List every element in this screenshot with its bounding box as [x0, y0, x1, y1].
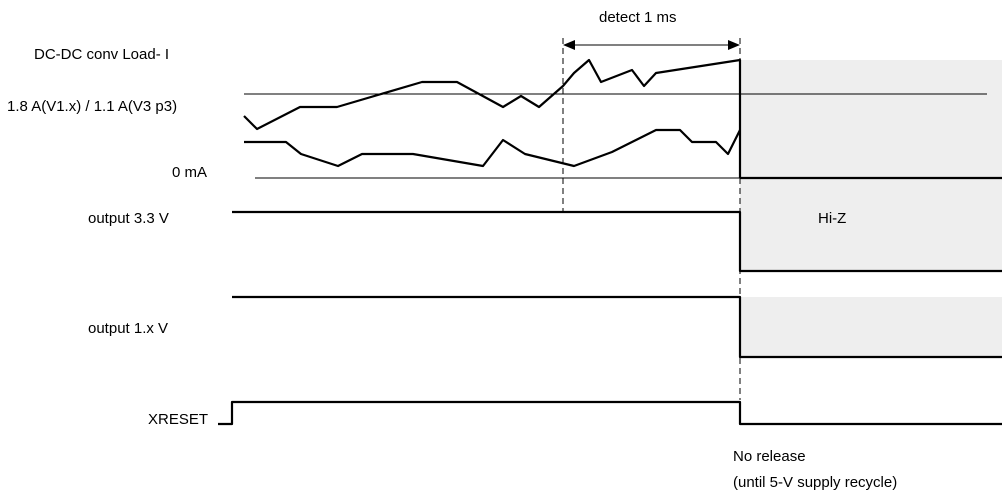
hiz-1x-shaded-region [740, 297, 1002, 357]
load-current-upper-waveform [243, 58, 742, 178]
output-33-label: output 3.3 V [88, 210, 169, 227]
load-current-shaded-region [740, 60, 1002, 178]
load-current-lower-waveform [244, 128, 741, 168]
output-1x-waveform [232, 295, 1002, 359]
xreset-label: XRESET [148, 411, 208, 428]
output-33-waveform [232, 210, 1002, 273]
zero-current-label: 0 mA [172, 164, 207, 181]
no-release-label: No release [733, 448, 806, 465]
threshold-label: 1.8 A(V1.x) / 1.1 A(V3 p3) [7, 98, 177, 115]
until-recycle-label: (until 5-V supply recycle) [733, 474, 897, 491]
hiz-33-shaded-region [740, 178, 1002, 271]
detect-label: detect 1 ms [599, 9, 677, 26]
xreset-waveform [218, 400, 1002, 426]
hiz-label: Hi-Z [818, 210, 846, 227]
output-1x-label: output 1.x V [88, 320, 168, 337]
load-current-label: DC-DC conv Load- I [34, 46, 169, 63]
